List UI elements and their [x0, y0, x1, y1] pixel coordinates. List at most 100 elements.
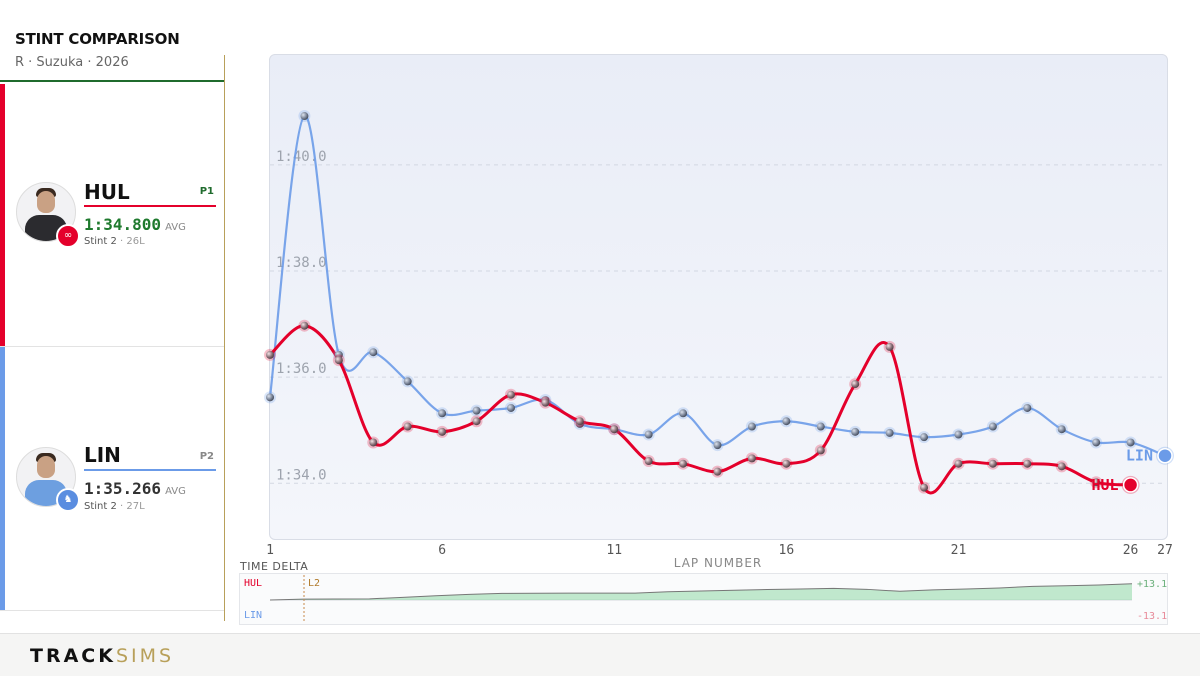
brand-logo: TRACKSIMS [30, 645, 175, 667]
data-point-hul [782, 459, 791, 468]
data-point-lin [679, 409, 688, 418]
data-point-hul [438, 427, 447, 436]
x-tick-label: 21 [951, 543, 967, 558]
data-point-lin [1126, 438, 1135, 447]
racing-bulls-icon: ♞ [56, 488, 80, 512]
position-badge: P1 [199, 186, 214, 197]
data-point-lin [369, 348, 378, 357]
data-point-hul [403, 422, 412, 431]
delta-top-driver: HUL [244, 578, 263, 589]
stint-info: Stint 2 · 27L [84, 501, 145, 512]
data-point-hul [920, 483, 929, 492]
y-tick-label: 1:40.0 [276, 149, 327, 165]
data-point-hul [954, 459, 963, 468]
data-point-lin [885, 428, 894, 437]
end-marker-lin [1157, 447, 1173, 464]
data-point-lin [472, 406, 481, 415]
avg-lap-time: 1:35.266 AVG [84, 479, 186, 498]
card-separator [0, 346, 224, 347]
data-point-lin [816, 422, 825, 431]
sidebar-divider [224, 55, 225, 621]
x-tick-label: 6 [438, 543, 446, 558]
sidebar-header: STINT COMPARISON R · Suzuka · 2026 [0, 0, 224, 82]
driver-underline [84, 205, 216, 207]
plot-area [269, 54, 1168, 540]
delta-marker-label: L2 [308, 578, 321, 589]
end-label-hul: HUL [1091, 476, 1118, 494]
card-separator [0, 610, 224, 611]
driver-code: HUL [84, 180, 130, 204]
data-point-hul [885, 342, 894, 351]
delta-panel [239, 573, 1168, 625]
stint-info: Stint 2 · 26L [84, 236, 145, 247]
data-point-hul [713, 467, 722, 476]
audi-rings-icon: ∞ [56, 224, 80, 248]
lap-time-chart: 1:34.01:36.01:38.01:40.0 1 6 11 16 21 26 27 LI… [264, 110, 1174, 570]
data-point-lin [300, 112, 309, 121]
data-point-lin [713, 441, 722, 450]
delta-bottom-driver: LIN [244, 610, 263, 621]
x-tick-label: 27 [1157, 543, 1173, 558]
data-point-hul [1057, 462, 1066, 471]
data-point-hul [472, 417, 481, 426]
data-point-hul [575, 417, 584, 426]
data-point-lin [920, 433, 929, 442]
data-point-lin [266, 393, 274, 402]
series-line-hul [268, 324, 1131, 495]
data-point-hul [300, 321, 309, 330]
data-point-lin [644, 430, 653, 439]
page-title: STINT COMPARISON [15, 30, 180, 48]
x-axis-label: LAP NUMBER [674, 556, 763, 570]
data-point-lin [1023, 403, 1032, 412]
data-point-hul [334, 356, 343, 365]
delta-title: TIME DELTA [240, 560, 309, 573]
avg-label: AVG [165, 222, 186, 233]
data-point-hul [988, 459, 997, 468]
data-point-hul [369, 438, 378, 447]
data-point-lin [1057, 425, 1066, 434]
header-rule [0, 80, 224, 82]
data-point-hul [747, 454, 756, 463]
y-tick-label: 1:36.0 [276, 361, 327, 377]
data-point-lin [506, 403, 515, 412]
avatar [16, 447, 76, 507]
data-point-lin [851, 427, 860, 436]
data-point-hul [644, 457, 653, 466]
x-tick-label: 16 [779, 543, 795, 558]
data-point-hul [541, 398, 550, 407]
footer: TRACKSIMS [0, 633, 1200, 676]
driver-card-lin[interactable]: ♞ LIN P2 1:35.266 AVG Stint 2 · 27L [0, 347, 224, 610]
driver-underline [84, 469, 216, 471]
x-tick-label: 1 [266, 543, 274, 558]
data-point-hul [679, 459, 688, 468]
end-marker-hul [1122, 477, 1139, 493]
data-point-lin [782, 417, 791, 426]
avg-label: AVG [165, 486, 186, 497]
x-tick-label: 11 [606, 543, 622, 558]
data-point-lin [403, 377, 412, 386]
data-point-hul [816, 446, 825, 455]
data-point-lin [747, 422, 756, 431]
data-point-lin [438, 409, 447, 418]
session-subtitle: R · Suzuka · 2026 [15, 55, 129, 70]
y-tick-label: 1:38.0 [276, 255, 327, 271]
end-label-lin: LIN [1126, 447, 1153, 465]
position-badge: P2 [199, 451, 214, 462]
data-point-hul [266, 350, 274, 359]
data-point-lin [954, 430, 963, 439]
x-tick-label: 26 [1123, 543, 1139, 558]
data-point-hul [1023, 459, 1032, 468]
data-point-lin [988, 422, 997, 431]
delta-max-label: +13.1 [1137, 579, 1168, 590]
data-point-hul [506, 390, 515, 399]
driver-color-bar [0, 347, 5, 610]
data-point-hul [851, 380, 860, 389]
data-point-hul [610, 425, 619, 434]
y-tick-label: 1:34.0 [276, 467, 327, 483]
avg-lap-time: 1:34.800 AVG [84, 215, 186, 234]
data-point-hul [1092, 478, 1101, 487]
data-point-lin [1092, 438, 1101, 447]
delta-min-label: -13.1 [1137, 611, 1168, 622]
driver-color-bar [0, 84, 5, 346]
driver-card-hul[interactable]: ∞ HUL P1 1:34.800 AVG Stint 2 · 26L [0, 84, 224, 346]
